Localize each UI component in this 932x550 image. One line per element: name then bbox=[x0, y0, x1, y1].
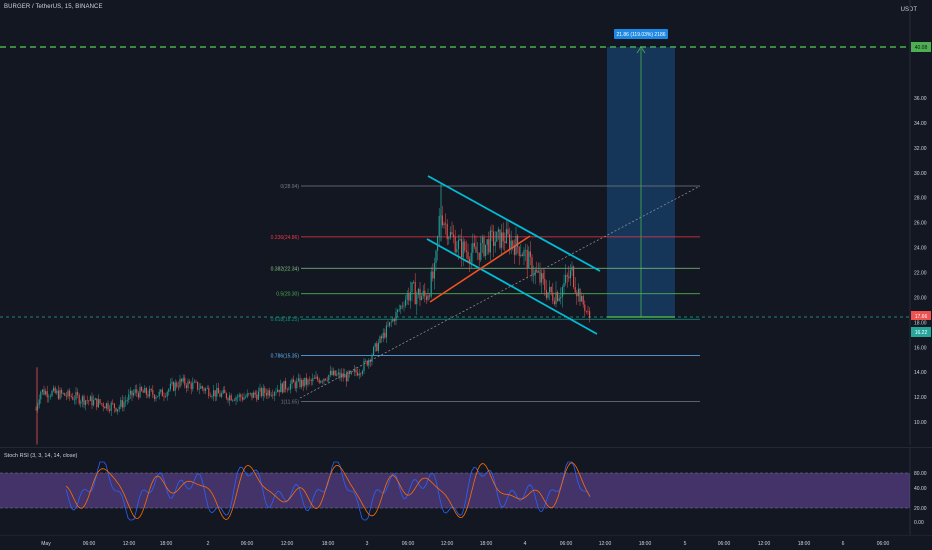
stoch-rsi-pane[interactable]: 80.00 40.00 20.00 0.00 bbox=[0, 447, 932, 535]
time-axis-label: 5 bbox=[684, 541, 687, 547]
price-axis-label: 28.00 bbox=[914, 196, 927, 202]
fib-level-label: 1(11.65) bbox=[281, 400, 300, 406]
price-axis-label: 34.00 bbox=[914, 121, 927, 127]
price-axis-label: 30.00 bbox=[914, 171, 927, 177]
time-axis-label: 06:00 bbox=[241, 541, 254, 547]
time-axis-label: 2 bbox=[207, 541, 210, 547]
position-label-box[interactable]: 21.86 (119.03%) 2186 bbox=[614, 29, 668, 39]
fib-level-label: 0.5(20.30) bbox=[276, 292, 299, 298]
time-axis-label: 18:00 bbox=[480, 541, 493, 547]
stoch-rsi-k-line bbox=[65, 461, 591, 521]
price-axis-label: 16.00 bbox=[914, 345, 927, 351]
svg-text:17.66: 17.66 bbox=[915, 314, 928, 320]
price-axis-label: 12.00 bbox=[914, 395, 927, 401]
fib-level-label: 0(28.94) bbox=[280, 184, 299, 190]
stoch-rsi-d-line bbox=[65, 462, 591, 521]
rsi-axis[interactable]: 80.00 40.00 20.00 0.00 bbox=[914, 471, 927, 526]
price-axis-label: 20.00 bbox=[914, 295, 927, 301]
price-axis-label: 18.00 bbox=[914, 320, 927, 326]
rsi-indicator-title[interactable]: Stoch RSI (3, 3, 14, 14, close) bbox=[4, 453, 78, 459]
price-axis-label: 24.00 bbox=[914, 246, 927, 252]
time-axis-label: 06:00 bbox=[877, 541, 890, 547]
trendline-dashed[interactable] bbox=[299, 185, 701, 399]
rsi-axis-label: 40.00 bbox=[914, 486, 927, 492]
time-axis-label: 12:00 bbox=[599, 541, 612, 547]
time-axis-label: 06:00 bbox=[560, 541, 573, 547]
time-axis[interactable]: May 06:00 12:00 18:00 2 06:00 12:00 18:00 3 06:00… bbox=[0, 535, 932, 550]
time-axis-label: 12:00 bbox=[758, 541, 771, 547]
time-axis-label: 18:00 bbox=[639, 541, 652, 547]
price-axis-label: 36.00 bbox=[914, 96, 927, 102]
price-axis-label: 10.00 bbox=[914, 420, 927, 426]
symbol-title[interactable]: BURGER / TetherUS, 15, BINANCE bbox=[4, 4, 103, 10]
price-axis-label: 26.00 bbox=[914, 221, 927, 227]
price-axis-label: 22.00 bbox=[914, 271, 927, 277]
svg-text:40.08: 40.08 bbox=[915, 45, 928, 51]
last-price-tag: 16.22 bbox=[911, 327, 931, 337]
rsi-axis-label: 80.00 bbox=[914, 471, 927, 477]
time-axis-label: 18:00 bbox=[160, 541, 173, 547]
time-axis-label: May bbox=[41, 541, 51, 547]
time-axis-label: 4 bbox=[524, 541, 527, 547]
time-axis-label: 18:00 bbox=[798, 541, 811, 547]
target-price-tag: 40.08 bbox=[911, 42, 931, 52]
channel-upper-line[interactable] bbox=[427, 175, 601, 272]
candlestick-series bbox=[35, 182, 591, 445]
time-axis-label: 6 bbox=[842, 541, 845, 547]
rsi-band bbox=[0, 473, 910, 508]
price-axis[interactable]: 36.00 34.00 32.00 30.00 28.00 26.00 24.00 22.00… bbox=[914, 96, 927, 445]
fib-level-label: 0.382(22.34) bbox=[271, 266, 300, 272]
fib-level-label: 0.786(15.35) bbox=[271, 353, 300, 359]
time-axis-label: 12:00 bbox=[123, 541, 136, 547]
currency-label: USDT bbox=[900, 7, 917, 13]
price-axis-label: 14.00 bbox=[914, 370, 927, 376]
time-axis-label: 12:00 bbox=[441, 541, 454, 547]
position-label: 21.86 (119.03%) 2186 bbox=[616, 32, 665, 38]
level-price-tag: 17.66 bbox=[911, 311, 931, 320]
price-axis-label: 32.00 bbox=[914, 146, 927, 152]
time-axis-label: 12:00 bbox=[281, 541, 294, 547]
time-axis-label: 06:00 bbox=[402, 541, 415, 547]
rsi-axis-label: 20.00 bbox=[914, 506, 927, 512]
position-arrow-head bbox=[636, 46, 646, 54]
breakout-red-line[interactable] bbox=[429, 235, 531, 303]
fib-level-label: 0.618(18.25) bbox=[271, 317, 300, 323]
fib-level-label: 0.236(24.86) bbox=[271, 235, 300, 241]
rsi-axis-label: 0.00 bbox=[914, 520, 924, 526]
time-axis-label: 3 bbox=[366, 541, 369, 547]
channel-lower-line[interactable] bbox=[426, 238, 598, 335]
time-axis-label: 06:00 bbox=[83, 541, 96, 547]
svg-text:16.22: 16.22 bbox=[915, 330, 928, 336]
time-axis-label: 18:00 bbox=[322, 541, 335, 547]
time-axis-label: 06:00 bbox=[718, 541, 731, 547]
price-chart-pane[interactable]: 36.00 34.00 32.00 30.00 28.00 26.00 24.00 22.00… bbox=[0, 0, 932, 445]
